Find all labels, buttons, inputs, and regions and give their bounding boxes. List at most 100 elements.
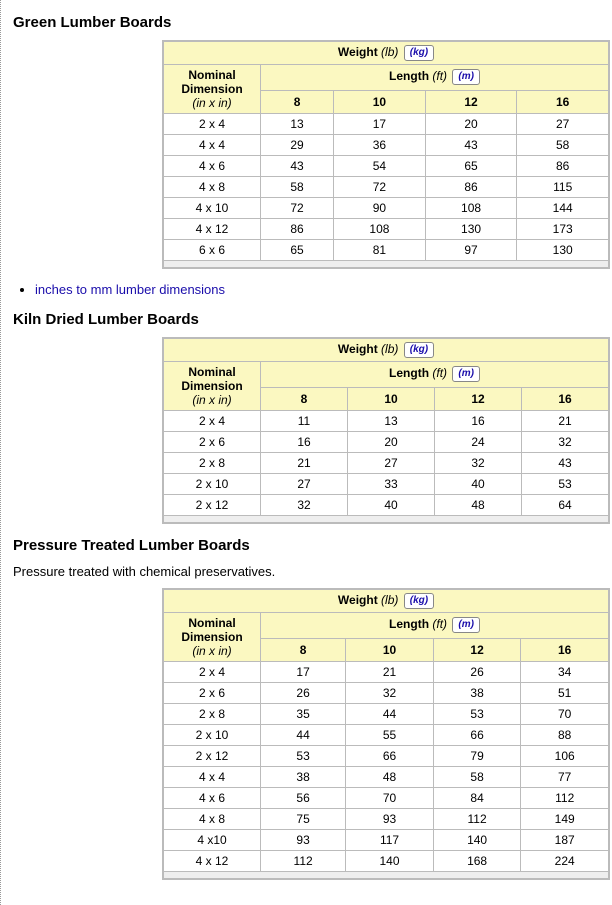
cell-value: 106 (521, 746, 609, 767)
cell-value: 66 (346, 746, 434, 767)
cell-value: 81 (334, 240, 426, 261)
dim-unit: (in x in) (192, 393, 231, 407)
table-row: 2 x 411131621 (164, 411, 609, 432)
cell-value: 112 (521, 788, 609, 809)
header-len-col: 8 (261, 387, 348, 410)
table-wrap-green: Weight (lb) (kg)NominalDimension(in x in… (163, 41, 603, 268)
length-unit-primary: (ft) (432, 69, 447, 83)
subtitle-pressure: Pressure treated with chemical preservat… (13, 564, 603, 579)
table-pressure: Weight (lb) (kg)NominalDimension(in x in… (163, 589, 609, 879)
cell-dimension: 2 x 6 (164, 683, 261, 704)
cell-value: 21 (522, 411, 609, 432)
table-row: 2 x 821273243 (164, 453, 609, 474)
cell-dimension: 4 x 8 (164, 177, 261, 198)
weight-unit-toggle[interactable]: (kg) (404, 593, 434, 609)
weight-unit-primary: (lb) (381, 342, 398, 356)
table-kiln: Weight (lb) (kg)NominalDimension(in x in… (163, 338, 609, 523)
cell-value: 20 (425, 114, 517, 135)
table-row: 2 x 417212634 (164, 662, 609, 683)
cell-value: 16 (435, 411, 522, 432)
cell-value: 58 (261, 177, 334, 198)
cell-dimension: 4 x 4 (164, 135, 261, 156)
dim-label-2: Dimension (181, 379, 242, 393)
table-row: 4 x 1286108130173 (164, 219, 609, 240)
weight-unit-toggle[interactable]: (kg) (404, 45, 434, 61)
cell-value: 43 (425, 135, 517, 156)
cell-value: 86 (261, 219, 334, 240)
length-unit-primary: (ft) (432, 617, 447, 631)
header-len-col: 10 (348, 387, 435, 410)
cell-value: 27 (348, 453, 435, 474)
cell-value: 93 (346, 809, 434, 830)
cell-value: 26 (261, 683, 346, 704)
table-row: 4 x 438485877 (164, 767, 609, 788)
link-inches-to-mm[interactable]: inches to mm lumber dimensions (35, 282, 225, 297)
dim-unit: (in x in) (192, 96, 231, 110)
cell-value: 65 (261, 240, 334, 261)
header-len-col: 10 (334, 90, 426, 113)
cell-value: 64 (522, 495, 609, 516)
cell-value: 144 (517, 198, 609, 219)
cell-value: 38 (433, 683, 521, 704)
table-row: 2 x 413172027 (164, 114, 609, 135)
cell-value: 35 (261, 704, 346, 725)
dim-label-1: Nominal (188, 616, 235, 630)
cell-dimension: 6 x 6 (164, 240, 261, 261)
cell-value: 72 (261, 198, 334, 219)
cell-dimension: 2 x 12 (164, 495, 261, 516)
cell-value: 32 (261, 495, 348, 516)
cell-value: 88 (521, 725, 609, 746)
length-unit-toggle[interactable]: (m) (452, 617, 480, 633)
cell-value: 58 (517, 135, 609, 156)
cell-value: 13 (348, 411, 435, 432)
cell-dimension: 2 x 4 (164, 662, 261, 683)
cell-value: 51 (521, 683, 609, 704)
cell-value: 17 (334, 114, 426, 135)
cell-value: 32 (346, 683, 434, 704)
cell-value: 53 (433, 704, 521, 725)
table-row: 4 x 87593112149 (164, 809, 609, 830)
header-len-col: 12 (425, 90, 517, 113)
cell-dimension: 2 x 12 (164, 746, 261, 767)
header-len-col: 10 (346, 638, 434, 661)
table-row: 2 x 1044556688 (164, 725, 609, 746)
cell-value: 16 (261, 432, 348, 453)
table-row: 2 x 626323851 (164, 683, 609, 704)
header-weight: Weight (lb) (kg) (164, 42, 609, 65)
header-dimension: NominalDimension(in x in) (164, 362, 261, 411)
cell-value: 112 (261, 851, 346, 872)
weight-unit-primary: (lb) (381, 45, 398, 59)
cell-dimension: 2 x 10 (164, 474, 261, 495)
table-row: 6 x 6658197130 (164, 240, 609, 261)
cell-dimension: 4 x 6 (164, 788, 261, 809)
table-wrap-kiln: Weight (lb) (kg)NominalDimension(in x in… (163, 338, 603, 523)
cell-value: 55 (346, 725, 434, 746)
cell-value: 187 (521, 830, 609, 851)
cell-value: 86 (517, 156, 609, 177)
table-row: 4 x 12112140168224 (164, 851, 609, 872)
header-weight: Weight (lb) (kg) (164, 590, 609, 613)
cell-value: 40 (348, 495, 435, 516)
cell-value: 24 (435, 432, 522, 453)
length-unit-toggle[interactable]: (m) (452, 69, 480, 85)
table-footer-bar (164, 261, 609, 268)
table-wrap-pressure: Weight (lb) (kg)NominalDimension(in x in… (163, 589, 603, 879)
cell-value: 108 (334, 219, 426, 240)
cell-value: 13 (261, 114, 334, 135)
weight-label: Weight (338, 45, 378, 59)
dim-unit: (in x in) (192, 644, 231, 658)
cell-value: 27 (517, 114, 609, 135)
cell-value: 70 (521, 704, 609, 725)
cell-value: 168 (433, 851, 521, 872)
cell-value: 21 (346, 662, 434, 683)
cell-value: 79 (433, 746, 521, 767)
length-unit-toggle[interactable]: (m) (452, 366, 480, 382)
weight-unit-toggle[interactable]: (kg) (404, 342, 434, 358)
header-len-col: 12 (435, 387, 522, 410)
cell-value: 38 (261, 767, 346, 788)
cell-value: 66 (433, 725, 521, 746)
cell-value: 72 (334, 177, 426, 198)
dim-label-1: Nominal (188, 365, 235, 379)
length-label: Length (389, 366, 429, 380)
cell-value: 140 (346, 851, 434, 872)
